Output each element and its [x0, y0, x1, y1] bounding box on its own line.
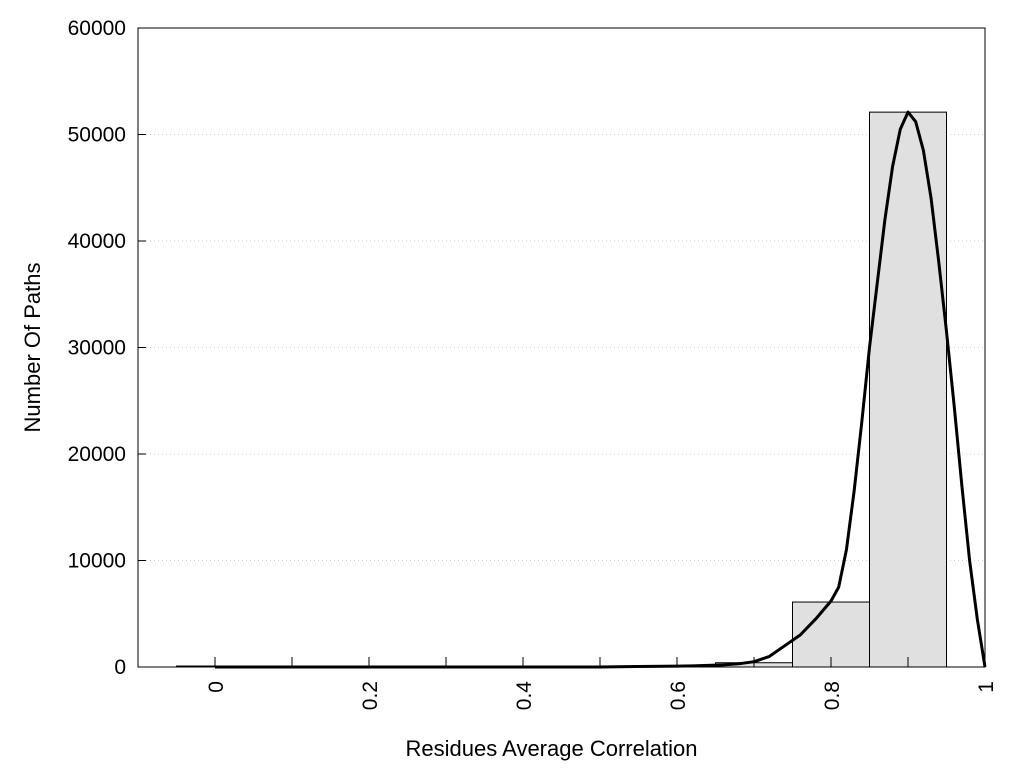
x-tick-label-3: 0.6: [667, 681, 690, 710]
y-tick-label-5: 50000: [68, 124, 126, 147]
axis-ticks: [138, 27, 986, 668]
y-tick-label-0: 0: [114, 656, 126, 679]
x-tick-label-5: 1: [975, 681, 998, 693]
y-tick-label-4: 40000: [68, 230, 126, 253]
histogram-bars: [176, 111, 947, 668]
y-tick-label-2: 20000: [68, 443, 126, 466]
y-tick-label-3: 30000: [68, 337, 126, 360]
x-tick-label-0: 0: [205, 681, 228, 693]
x-tick-label-2: 0.4: [513, 681, 536, 711]
fit-curve-layer: [215, 110, 987, 669]
fit-curve: [215, 110, 987, 669]
y-axis-label: Number Of Paths: [20, 263, 45, 433]
tick-labels: 0 10000 20000 30000 40000 50000 60000 0 0.2 0.4 0.…: [68, 17, 998, 710]
plot-frame: [137, 27, 986, 668]
x-tick-label-1: 0.2: [359, 681, 382, 710]
y-tick-label-6: 60000: [68, 17, 126, 40]
x-axis-label: Residues Average Correlation: [406, 736, 698, 761]
histogram-bar-9: [869, 111, 947, 668]
grid-lines: [138, 134, 985, 561]
y-tick-label-1: 10000: [68, 550, 126, 573]
x-tick-label-4: 0.8: [821, 681, 844, 710]
